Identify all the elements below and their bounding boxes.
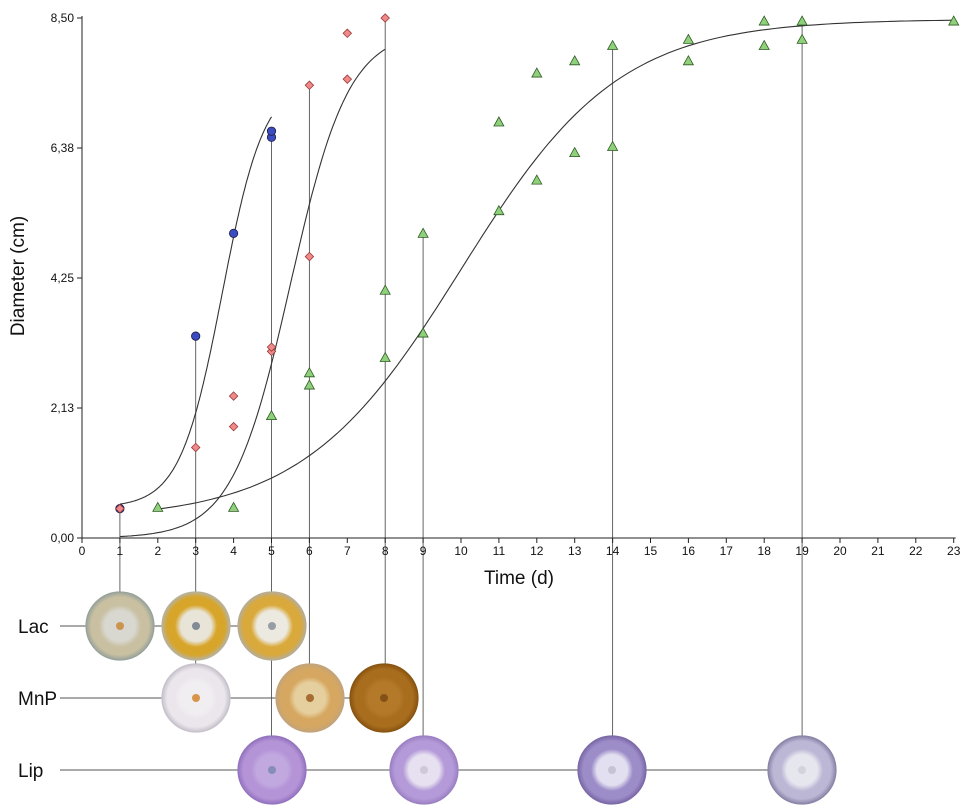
- x-tick-label: 8: [382, 544, 389, 558]
- inoculum-spot: [268, 622, 276, 630]
- x-tick-label: 18: [758, 544, 772, 558]
- data-point-triangle: [493, 116, 505, 127]
- inoculum-spot: [192, 694, 200, 702]
- x-tick-label: 13: [568, 544, 582, 558]
- data-point-triangle: [493, 204, 505, 216]
- y-tick-label: 0,00: [51, 531, 75, 545]
- x-tick-label: 12: [530, 544, 544, 558]
- inoculum-spot: [116, 622, 124, 630]
- data-point-triangle: [569, 146, 581, 157]
- x-tick-label: 9: [420, 544, 427, 558]
- inoculum-spot: [798, 766, 806, 774]
- data-point-triangle: [758, 15, 770, 26]
- y-tick-label: 8,50: [51, 11, 75, 25]
- x-tick-label: 16: [682, 544, 696, 558]
- x-tick-label: 5: [268, 544, 275, 558]
- data-point-diamond: [190, 442, 201, 453]
- x-tick-label: 10: [454, 544, 468, 558]
- data-point-triangle: [682, 33, 695, 44]
- y-tick-label: 2,13: [51, 401, 75, 415]
- data-point-diamond: [304, 251, 315, 262]
- data-point-triangle: [417, 327, 429, 338]
- data-point-triangle: [379, 284, 391, 295]
- inoculum-spot: [608, 766, 616, 774]
- x-tick-label: 3: [192, 544, 199, 558]
- data-point-triangle: [417, 227, 429, 238]
- data-point-triangle: [796, 33, 808, 44]
- culture-plates: Lac MnP Lip: [18, 591, 837, 805]
- inoculum-spot: [380, 694, 388, 702]
- data-point-triangle: [531, 67, 543, 78]
- data-point-circle: [266, 126, 277, 136]
- x-tick-label: 4: [230, 544, 237, 558]
- x-tick-label: 15: [644, 544, 658, 558]
- x-tick-label: 14: [606, 544, 620, 558]
- x-tick-label: 0: [79, 544, 86, 558]
- x-tick-label: 2: [154, 544, 161, 558]
- data-point-triangle: [265, 409, 278, 421]
- y-tick-label: 4,25: [51, 271, 75, 285]
- data-point-diamond: [266, 342, 277, 352]
- data-point-circle: [191, 331, 201, 341]
- x-tick-label: 19: [795, 544, 809, 558]
- inoculum-spot: [192, 622, 200, 630]
- x-tick-label: 17: [720, 544, 734, 558]
- x-tick-label: 6: [306, 544, 313, 558]
- x-tick-label: 20: [833, 544, 847, 558]
- data-point-triangle: [682, 54, 695, 66]
- data-point-triangle: [531, 174, 543, 185]
- data-point-triangle: [948, 15, 960, 26]
- data-point-diamond: [342, 28, 353, 39]
- x-tick-label: 21: [871, 544, 885, 558]
- x-tick-label: 23: [947, 544, 961, 558]
- row-label-mnp: MnP: [18, 689, 57, 710]
- data-point-diamond: [342, 74, 353, 84]
- data-point-diamond: [228, 421, 239, 432]
- data-point-triangle: [303, 379, 316, 390]
- data-points: [115, 13, 960, 514]
- x-tick-label: 22: [909, 544, 923, 558]
- inoculum-spot: [306, 694, 314, 702]
- data-point-diamond: [304, 80, 315, 91]
- data-point-diamond: [228, 391, 239, 401]
- y-tick-label: 6,38: [51, 141, 75, 155]
- data-point-triangle: [152, 501, 164, 512]
- data-point-triangle: [569, 54, 581, 66]
- chart-axes: 0 1 2 3 4 5 6 7 8 9 10 11 12 13 14 15 16 17 18 19 20 21 22 230,…: [51, 11, 961, 558]
- fit-curve: [157, 19, 954, 510]
- x-tick-label: 7: [344, 544, 351, 558]
- data-point-diamond: [380, 13, 390, 23]
- data-point-triangle: [227, 501, 240, 512]
- fit-curve: [119, 48, 386, 538]
- data-point-triangle: [606, 39, 619, 50]
- inoculum-spot: [420, 766, 428, 774]
- x-tick-label: 1: [117, 544, 124, 558]
- data-point-diamond: [115, 503, 125, 514]
- fit-curve: [119, 116, 272, 505]
- inoculum-spot: [268, 766, 276, 774]
- data-point-triangle: [796, 15, 808, 26]
- data-point-triangle: [379, 351, 391, 362]
- data-point-triangle: [303, 366, 316, 378]
- x-tick-label: 11: [493, 544, 506, 558]
- row-label-lip: Lip: [18, 761, 43, 782]
- row-label-lac: Lac: [18, 617, 49, 638]
- x-axis-title: Time (d): [484, 568, 554, 589]
- data-point-circle: [229, 228, 239, 238]
- y-axis-title: Diameter (cm): [8, 216, 29, 336]
- data-point-triangle: [606, 140, 619, 151]
- data-point-triangle: [758, 39, 770, 50]
- fitted-curves: [119, 19, 954, 538]
